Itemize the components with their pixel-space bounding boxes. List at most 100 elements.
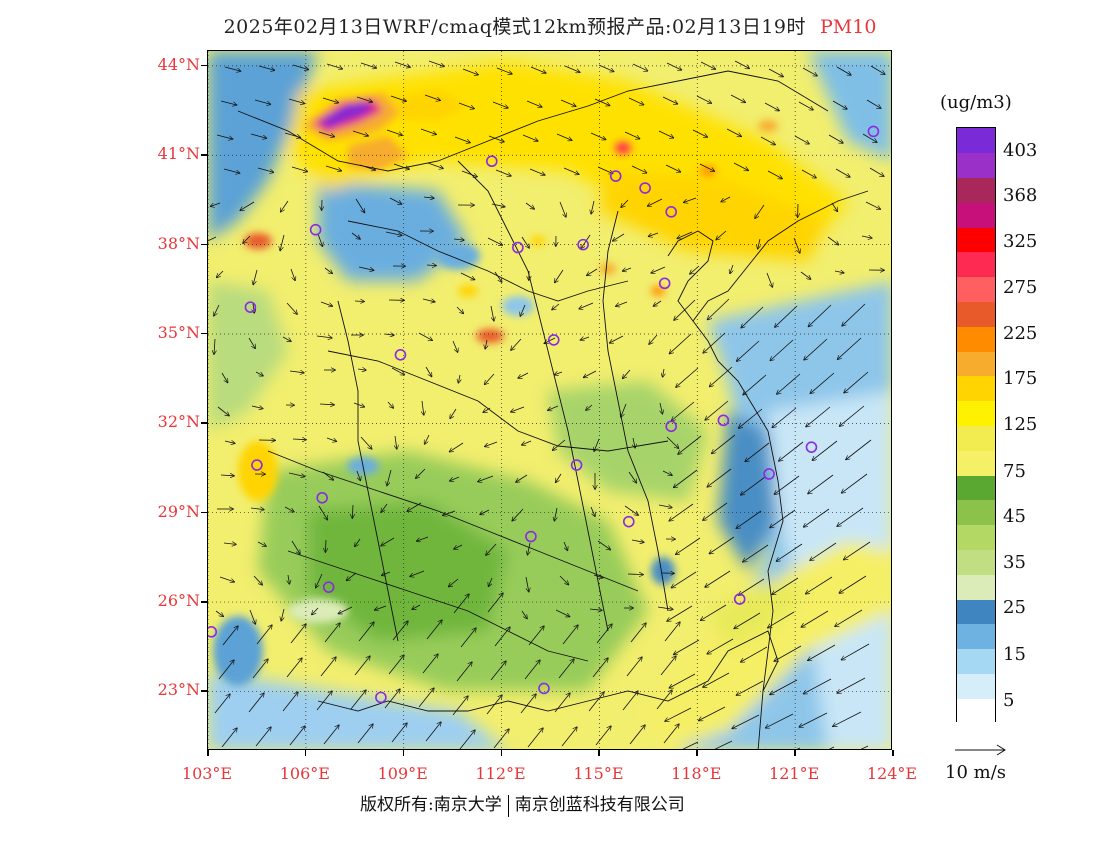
wind-arrow [593, 575, 603, 578]
wind-arrow [623, 268, 632, 271]
wind-arrow [490, 661, 506, 681]
wind-arrow [696, 95, 711, 103]
wind-arrow [779, 441, 804, 461]
wind-arrow [806, 406, 831, 427]
wind-arrow [734, 612, 761, 629]
wind-arrow [492, 101, 508, 108]
wind-arrow [584, 370, 597, 377]
map-plot-area[interactable] [207, 50, 892, 750]
wind-arrow [596, 624, 612, 644]
city-marker [485, 155, 498, 168]
wind-arrow [520, 694, 536, 714]
legend-color-block [957, 152, 995, 179]
lat-tick [201, 690, 207, 692]
city-marker [394, 349, 407, 361]
wind-arrow [422, 654, 438, 674]
wind-arrow [621, 199, 629, 207]
lon-label: 124°E [866, 764, 918, 783]
legend-label: 15 [1003, 644, 1026, 665]
wind-arrow [324, 623, 340, 643]
legend-color-block [957, 202, 995, 228]
wind-arrow [460, 628, 476, 648]
wind-arrow [282, 336, 291, 341]
wind-arrow [579, 302, 594, 309]
lat-tick [201, 154, 207, 156]
wind-arrow [381, 503, 388, 512]
wind-arrow [281, 608, 284, 621]
wind-arrow [255, 727, 271, 747]
wind-arrow [530, 66, 546, 73]
wind-arrow [665, 707, 692, 721]
wind-arrow [860, 745, 869, 749]
wind-arrow [839, 575, 867, 593]
wind-arrow [394, 61, 410, 67]
wind-arrow [737, 680, 764, 695]
wind-arrow [357, 724, 373, 744]
legend-label: 275 [1003, 277, 1038, 298]
wind-arrow [355, 538, 361, 546]
wind-arrow [389, 197, 402, 204]
wind-arrow [354, 656, 370, 676]
wind-arrow [215, 610, 223, 616]
city-marker [665, 420, 677, 433]
wind-arrow [258, 65, 274, 70]
wind-arrow [351, 232, 360, 239]
wind-arrow [834, 271, 844, 273]
wind-arrow [712, 434, 736, 453]
wind-arrow [381, 537, 395, 546]
city-marker [867, 125, 880, 138]
wind-arrow [726, 128, 741, 136]
wind-arrow [326, 437, 336, 441]
wind-arrow [562, 625, 578, 645]
legend-color-block [957, 251, 995, 278]
wind-arrow [758, 238, 760, 249]
wind-arrow [770, 339, 794, 361]
wind-arrow [353, 402, 364, 407]
wind-arrow [835, 609, 863, 626]
wind-arrow [318, 505, 327, 520]
wind-arrow [667, 605, 693, 621]
wind-arrow [684, 197, 697, 202]
wind-arrow [410, 570, 425, 576]
wind-arrow [674, 299, 696, 320]
wind-arrow [250, 133, 266, 138]
wind-arrow [745, 442, 770, 462]
lon-label: 103°E [181, 764, 233, 783]
lon-tick [696, 750, 698, 756]
wind-arrow [426, 620, 442, 640]
wind-arrow [630, 623, 646, 643]
wind-arrow [674, 469, 698, 488]
wind-arrow [660, 402, 662, 414]
wind-arrow [844, 371, 869, 393]
wind-arrow [450, 442, 464, 452]
wind-arrow [808, 474, 834, 494]
wind-arrow [284, 132, 300, 138]
wind-arrow [407, 502, 422, 511]
lat-tick [201, 422, 207, 424]
wind-arrow [869, 167, 884, 176]
wind-arrow [677, 231, 693, 238]
wind-arrow [801, 610, 829, 627]
wind-arrow [358, 266, 374, 270]
wind-arrow [288, 574, 289, 584]
wind-arrow [765, 748, 766, 749]
wind-arrow [387, 469, 392, 486]
wind-arrow [218, 660, 234, 680]
wind-arrow [425, 434, 430, 444]
wind-arrow [489, 577, 493, 586]
wind-arrow [282, 692, 298, 712]
wind-arrow [224, 441, 235, 443]
wind-arrow [511, 406, 525, 412]
wind-arrow [214, 304, 220, 316]
wind-arrow [810, 542, 837, 560]
wind-arrow [324, 267, 332, 273]
wind-arrow [280, 234, 285, 251]
wind-arrow [360, 62, 376, 68]
lon-tick [500, 750, 503, 756]
wind-arrow [214, 338, 215, 354]
wind-arrow [487, 593, 503, 613]
wind-arrow [352, 504, 353, 518]
wind-arrow [721, 196, 731, 202]
city-marker [609, 170, 622, 182]
wind-arrow [320, 657, 336, 677]
